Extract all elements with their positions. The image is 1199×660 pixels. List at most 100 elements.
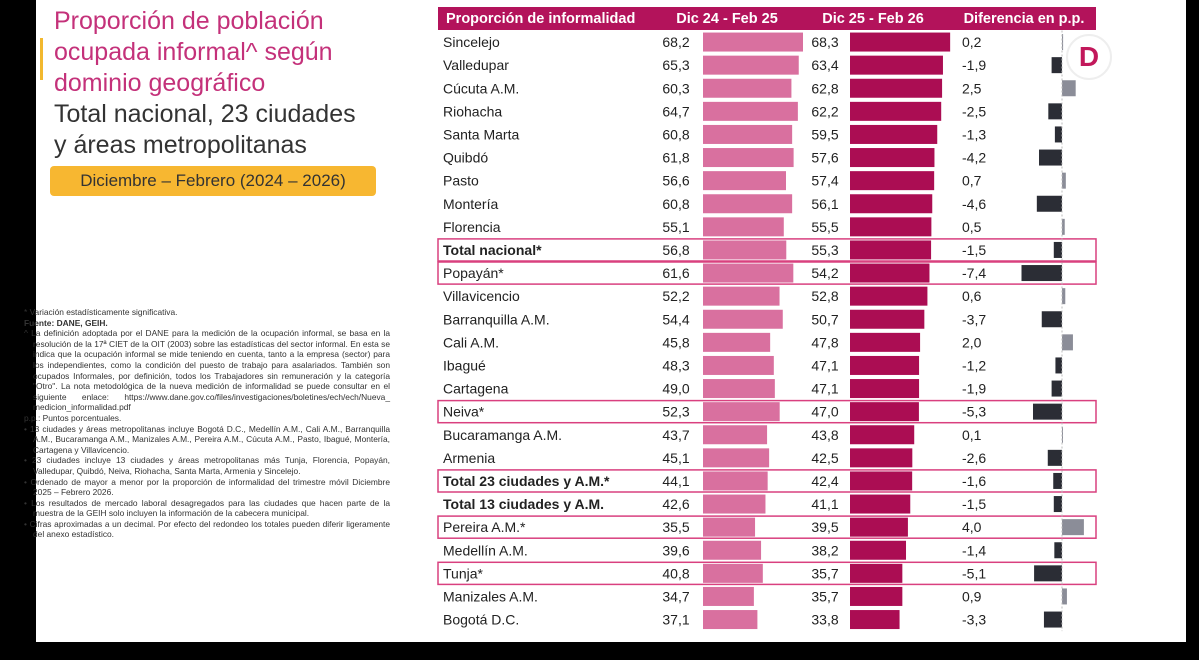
bar-dic25-feb26 bbox=[850, 55, 943, 75]
value-dic25-feb26: 47,1 bbox=[811, 357, 838, 373]
value-difference: 2,0 bbox=[962, 334, 982, 350]
value-dic24-feb25: 48,3 bbox=[662, 357, 689, 373]
value-dic25-feb26: 62,2 bbox=[811, 103, 838, 119]
value-dic24-feb25: 45,1 bbox=[662, 450, 689, 466]
row-label: Total nacional* bbox=[443, 242, 542, 258]
value-difference: 0,1 bbox=[962, 427, 982, 443]
value-dic24-feb25: 65,3 bbox=[662, 57, 689, 73]
title-line-4: Total nacional, 23 ciudades bbox=[54, 100, 356, 128]
row-label: Barranquilla A.M. bbox=[443, 311, 550, 327]
value-difference: -3,7 bbox=[962, 311, 986, 327]
value-dic25-feb26: 39,5 bbox=[811, 519, 838, 535]
column-header-1: Proporción de informalidad bbox=[446, 11, 635, 27]
value-dic25-feb26: 35,7 bbox=[811, 565, 838, 581]
bar-difference bbox=[1051, 57, 1062, 74]
value-dic24-feb25: 61,6 bbox=[662, 265, 689, 281]
value-difference: -4,6 bbox=[962, 196, 986, 212]
bar-difference bbox=[1053, 496, 1062, 513]
value-dic25-feb26: 35,7 bbox=[811, 588, 838, 604]
value-dic24-feb25: 56,8 bbox=[662, 242, 689, 258]
value-dic24-feb25: 45,8 bbox=[662, 334, 689, 350]
bar-dic25-feb26 bbox=[850, 217, 932, 237]
row-highlight-box bbox=[437, 515, 1097, 539]
row-label: Cali A.M. bbox=[443, 334, 499, 350]
value-dic24-feb25: 42,6 bbox=[662, 496, 689, 512]
bar-difference bbox=[1054, 126, 1062, 143]
value-difference: 0,7 bbox=[962, 173, 982, 189]
bar-dic24-feb25 bbox=[703, 171, 786, 191]
bar-dic24-feb25 bbox=[703, 78, 792, 98]
row-label: Cúcuta A.M. bbox=[443, 80, 519, 96]
slide-panel bbox=[36, 0, 1186, 642]
bar-difference bbox=[1053, 472, 1062, 489]
bar-dic25-feb26 bbox=[850, 402, 919, 422]
row-highlight-box bbox=[437, 469, 1097, 493]
value-dic25-feb26: 42,4 bbox=[811, 473, 838, 489]
bar-dic25-feb26 bbox=[850, 101, 942, 121]
row-label: Villavicencio bbox=[443, 288, 520, 304]
bar-difference bbox=[1062, 172, 1066, 189]
value-dic24-feb25: 64,7 bbox=[662, 103, 689, 119]
bar-dic24-feb25 bbox=[703, 194, 793, 214]
bar-difference bbox=[1047, 449, 1062, 466]
row-highlight-box bbox=[437, 261, 1097, 285]
value-dic25-feb26: 47,1 bbox=[811, 381, 838, 397]
value-difference: -1,9 bbox=[962, 381, 986, 397]
row-label: Pereira A.M.* bbox=[443, 519, 526, 535]
bar-dic25-feb26 bbox=[850, 124, 938, 144]
bar-dic25-feb26 bbox=[850, 563, 903, 583]
column-header-4: Diferencia en p.p. bbox=[964, 11, 1085, 27]
bar-dic24-feb25 bbox=[703, 101, 798, 121]
row-label: Sincelejo bbox=[443, 34, 500, 50]
bar-difference bbox=[1034, 565, 1062, 582]
row-label: Total 13 ciudades y A.M. bbox=[443, 496, 604, 512]
value-dic24-feb25: 34,7 bbox=[662, 588, 689, 604]
bar-dic25-feb26 bbox=[850, 425, 915, 445]
bar-dic24-feb25 bbox=[703, 494, 766, 514]
bar-dic25-feb26 bbox=[850, 610, 900, 630]
value-dic24-feb25: 60,8 bbox=[662, 126, 689, 142]
bar-difference bbox=[1036, 195, 1062, 212]
note-definition: ^ La definición adoptada por el DANE par… bbox=[24, 328, 390, 413]
bar-dic25-feb26 bbox=[850, 494, 911, 514]
row-label: Tunja* bbox=[443, 565, 484, 581]
bar-dic25-feb26 bbox=[850, 355, 920, 375]
column-header-2: Dic 24 - Feb 25 bbox=[676, 11, 778, 27]
row-label: Bogotá D.C. bbox=[443, 612, 519, 628]
bar-dic24-feb25 bbox=[703, 610, 758, 630]
row-label: Montería bbox=[443, 196, 498, 212]
value-dic25-feb26: 57,4 bbox=[811, 173, 838, 189]
bar-dic25-feb26 bbox=[850, 148, 935, 168]
value-difference: -7,4 bbox=[962, 265, 986, 281]
value-difference: -1,6 bbox=[962, 473, 986, 489]
period-badge: Diciembre – Febrero (2024 – 2026) bbox=[50, 166, 376, 196]
value-difference: 0,6 bbox=[962, 288, 982, 304]
value-difference: -5,3 bbox=[962, 404, 986, 420]
bar-difference bbox=[1062, 288, 1066, 305]
row-highlight-box bbox=[437, 399, 1097, 424]
row-label: Manizales A.M. bbox=[443, 588, 538, 604]
value-difference: -1,9 bbox=[962, 57, 986, 73]
row-label: Florencia bbox=[443, 219, 501, 235]
value-dic24-feb25: 37,1 bbox=[662, 612, 689, 628]
bar-difference bbox=[1062, 519, 1084, 536]
bar-dic25-feb26 bbox=[850, 194, 933, 214]
bar-dic24-feb25 bbox=[703, 471, 768, 491]
value-dic24-feb25: 40,8 bbox=[662, 565, 689, 581]
bar-dic24-feb25 bbox=[703, 309, 783, 329]
bar-dic25-feb26 bbox=[850, 540, 907, 560]
value-dic25-feb26: 63,4 bbox=[811, 57, 838, 73]
value-difference: -1,5 bbox=[962, 496, 986, 512]
dane-logo: D bbox=[1066, 34, 1112, 80]
value-dic24-feb25: 35,5 bbox=[662, 519, 689, 535]
value-dic24-feb25: 60,8 bbox=[662, 196, 689, 212]
value-difference: -2,6 bbox=[962, 450, 986, 466]
bar-dic24-feb25 bbox=[703, 448, 770, 468]
note-rounding: • Cifras aproximadas a un decimal. Por e… bbox=[24, 518, 390, 540]
bar-dic25-feb26 bbox=[850, 379, 920, 399]
bar-dic24-feb25 bbox=[703, 332, 771, 352]
value-dic24-feb25: 55,1 bbox=[662, 219, 689, 235]
value-dic25-feb26: 52,8 bbox=[811, 288, 838, 304]
bar-difference bbox=[1053, 241, 1062, 258]
note-cabecera: • Los resultados de mercado laboral desa… bbox=[24, 497, 390, 519]
